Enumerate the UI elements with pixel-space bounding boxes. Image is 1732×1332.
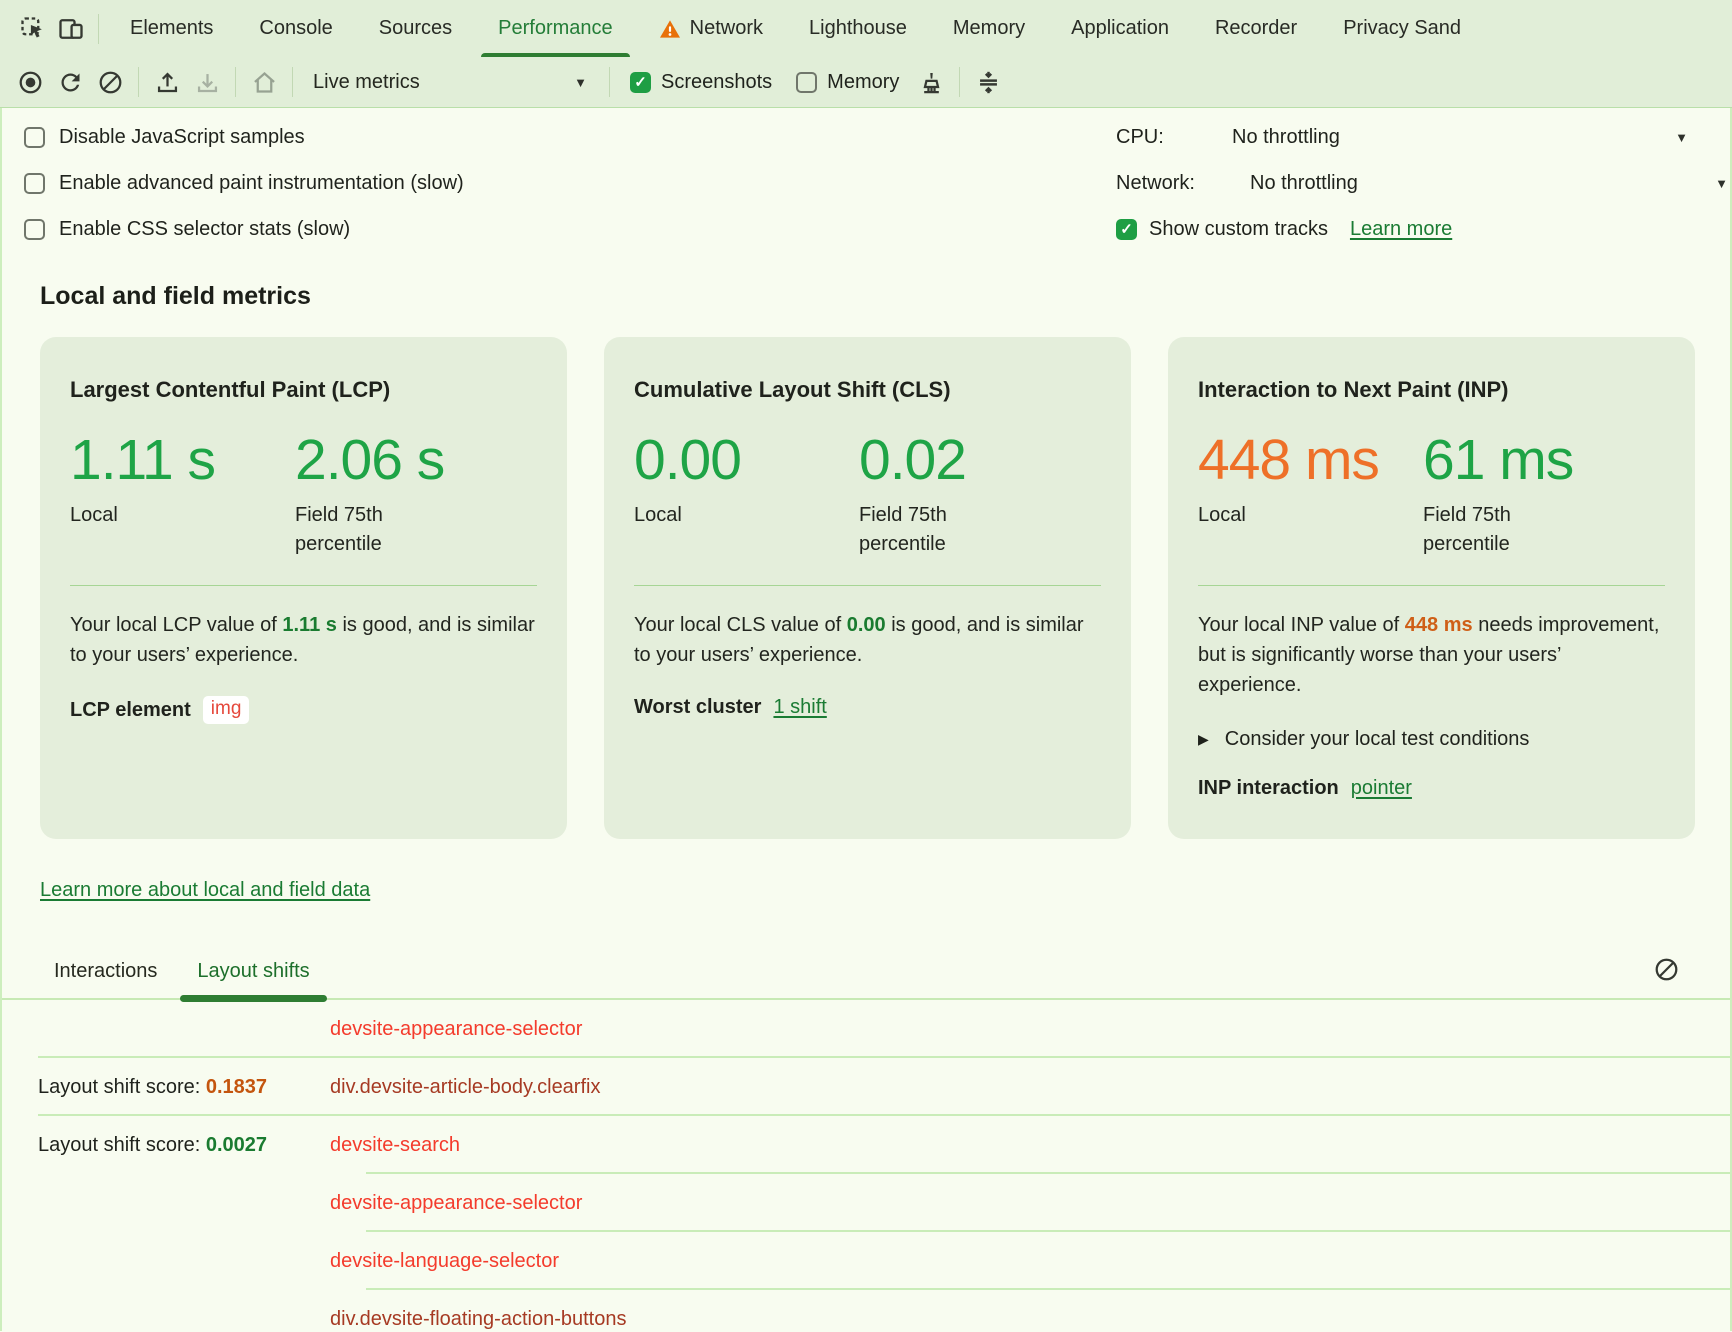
checkbox-unchecked-icon — [24, 172, 45, 194]
collect-garbage-icon[interactable] — [911, 63, 951, 101]
tab-interactions[interactable]: Interactions — [54, 959, 158, 982]
layout-shift-rows: devsite-appearance-selector Layout shift… — [2, 1000, 1730, 1331]
inp-interaction-link[interactable]: pointer — [1350, 777, 1412, 799]
chevron-down-icon: ▼ — [1715, 175, 1728, 191]
tab-memory[interactable]: Memory — [952, 17, 1026, 39]
collapse-shortcuts-icon[interactable] — [968, 63, 1008, 101]
lcp-local-value: 1.11 s — [70, 428, 216, 492]
tab-application[interactable]: Application — [1071, 17, 1169, 39]
tab-console[interactable]: Console — [259, 17, 333, 39]
network-throttling-select[interactable]: No throttling — [1250, 171, 1358, 194]
layout-shift-row: Layout shift score: 0.0027 devsite-searc… — [2, 1116, 1730, 1174]
worst-cluster-link[interactable]: 1 shift — [773, 696, 827, 718]
chevron-down-icon: ▼ — [1675, 129, 1688, 145]
cls-metric-card: Cumulative Layout Shift (CLS) 0.00 Local… — [604, 337, 1131, 839]
culprit-node-link[interactable]: devsite-language-selector — [330, 1249, 560, 1272]
culprit-node-link[interactable]: div.devsite-floating-action-buttons — [330, 1307, 627, 1330]
culprit-node-link[interactable]: devsite-search — [330, 1133, 461, 1156]
disable-js-samples-checkbox[interactable]: Disable JavaScript samples — [24, 114, 464, 160]
clear-icon[interactable] — [90, 63, 130, 101]
tab-privacy-sandbox[interactable]: Privacy Sand — [1343, 17, 1462, 39]
divider — [138, 67, 139, 97]
card-title: Interaction to Next Paint (INP) — [1198, 377, 1509, 402]
checkbox-checked-icon — [1116, 218, 1137, 240]
layout-shift-row: Layout shift score: 0.1837 div.devsite-a… — [2, 1058, 1730, 1116]
cls-field-value: 0.02 — [859, 428, 967, 492]
tab-performance[interactable]: Performance — [475, 0, 636, 57]
reload-record-icon[interactable] — [50, 63, 90, 101]
device-toolbar-icon[interactable] — [52, 10, 90, 48]
tab-elements[interactable]: Elements — [130, 17, 214, 39]
advanced-paint-instrumentation-checkbox[interactable]: Enable advanced paint instrumentation (s… — [24, 160, 464, 206]
divider — [98, 13, 99, 44]
show-custom-tracks-checkbox[interactable]: Show custom tracks — [1116, 218, 1328, 241]
checkbox-unchecked-icon — [24, 126, 45, 148]
layout-shift-row: devsite-language-selector — [2, 1232, 1730, 1290]
record-icon[interactable] — [10, 63, 50, 101]
capture-settings: Disable JavaScript samples Enable advanc… — [2, 114, 1730, 252]
local-field-metrics-section: Local and field metrics Largest Contentf… — [2, 252, 1730, 902]
checkbox-unchecked-icon — [24, 218, 45, 240]
divider — [292, 67, 293, 97]
home-icon[interactable] — [244, 63, 284, 101]
checkbox-unchecked-icon — [796, 71, 818, 93]
local-test-conditions-disclosure[interactable]: ▶ Consider your local test conditions — [1198, 728, 1530, 750]
inp-local-value: 448 ms — [1198, 428, 1380, 492]
cpu-throttling-select[interactable]: No throttling — [1232, 125, 1340, 148]
memory-checkbox[interactable]: Memory — [784, 71, 911, 94]
divider — [634, 585, 1101, 586]
inspect-element-icon[interactable] — [14, 10, 52, 48]
load-profile-icon[interactable] — [147, 63, 187, 101]
save-profile-icon[interactable] — [187, 63, 227, 101]
divider — [235, 67, 236, 97]
lcp-metric-card: Largest Contentful Paint (LCP) 1.11 s Lo… — [40, 337, 567, 839]
cls-local-value: 0.00 — [634, 428, 742, 492]
divider — [70, 585, 537, 586]
culprit-node-link[interactable]: div.devsite-article-body.clearfix — [330, 1075, 601, 1098]
culprit-node-link[interactable]: devsite-appearance-selector — [330, 1017, 583, 1040]
inp-description: Your local INP value of 448 ms needs imp… — [1198, 614, 1660, 696]
divider — [609, 67, 610, 97]
culprit-node-link[interactable]: devsite-appearance-selector — [330, 1191, 583, 1214]
cls-description: Your local CLS value of 0.00 is good, an… — [634, 614, 1084, 666]
screenshots-checkbox[interactable]: Screenshots — [618, 71, 784, 94]
clear-log-icon[interactable] — [1653, 956, 1680, 983]
live-metrics-log: Interactions Layout shifts devsite-appea… — [2, 944, 1730, 1331]
css-selector-stats-checkbox[interactable]: Enable CSS selector stats (slow) — [24, 206, 464, 252]
triangle-right-icon: ▶ — [1198, 731, 1209, 747]
local-field-data-learn-more-link[interactable]: Learn more about local and field data — [40, 879, 371, 901]
inp-metric-card: Interaction to Next Paint (INP) 448 ms L… — [1168, 337, 1695, 839]
layout-shift-row: devsite-appearance-selector — [2, 1000, 1730, 1058]
card-title: Largest Contentful Paint (LCP) — [70, 377, 391, 402]
custom-tracks-learn-more-link[interactable]: Learn more — [1349, 217, 1453, 240]
performance-toolbar: Live metrics ▼ Screenshots Memory — [0, 57, 1732, 108]
inp-field-value: 61 ms — [1423, 428, 1574, 492]
checkbox-checked-icon — [630, 71, 651, 93]
tab-layout-shifts[interactable]: Layout shifts — [180, 944, 328, 1002]
devtools-tab-bar: Elements Console Sources Performance Net… — [0, 0, 1732, 57]
divider — [959, 67, 961, 97]
shift-score-value: 0.1837 — [205, 1075, 268, 1098]
history-dropdown[interactable]: Live metrics ▼ — [313, 70, 587, 93]
section-heading: Local and field metrics — [40, 282, 311, 310]
layout-shift-row: div.devsite-floating-action-buttons — [2, 1290, 1730, 1331]
network-throttling-row: Network: No throttling ▼ — [1116, 171, 1728, 194]
cpu-throttling-row: CPU: No throttling ▼ — [1116, 125, 1688, 148]
chevron-down-icon: ▼ — [574, 74, 587, 90]
warning-icon — [659, 19, 681, 39]
performance-panel-body: Disable JavaScript samples Enable advanc… — [0, 108, 1732, 1331]
lcp-description: Your local LCP value of 1.11 s is good, … — [70, 614, 535, 666]
shift-score-value: 0.0027 — [205, 1133, 268, 1156]
panel-tabs: Elements Console Sources Performance Net… — [107, 0, 1461, 57]
divider — [1198, 585, 1665, 586]
tab-recorder[interactable]: Recorder — [1214, 17, 1298, 39]
tab-sources[interactable]: Sources — [378, 17, 453, 39]
lcp-element-node-link[interactable]: img — [202, 696, 250, 724]
lcp-field-value: 2.06 s — [295, 428, 445, 492]
tab-lighthouse[interactable]: Lighthouse — [809, 17, 907, 39]
card-title: Cumulative Layout Shift (CLS) — [634, 377, 951, 402]
layout-shift-row: devsite-appearance-selector — [2, 1174, 1730, 1232]
tab-network[interactable]: Network — [636, 0, 786, 57]
